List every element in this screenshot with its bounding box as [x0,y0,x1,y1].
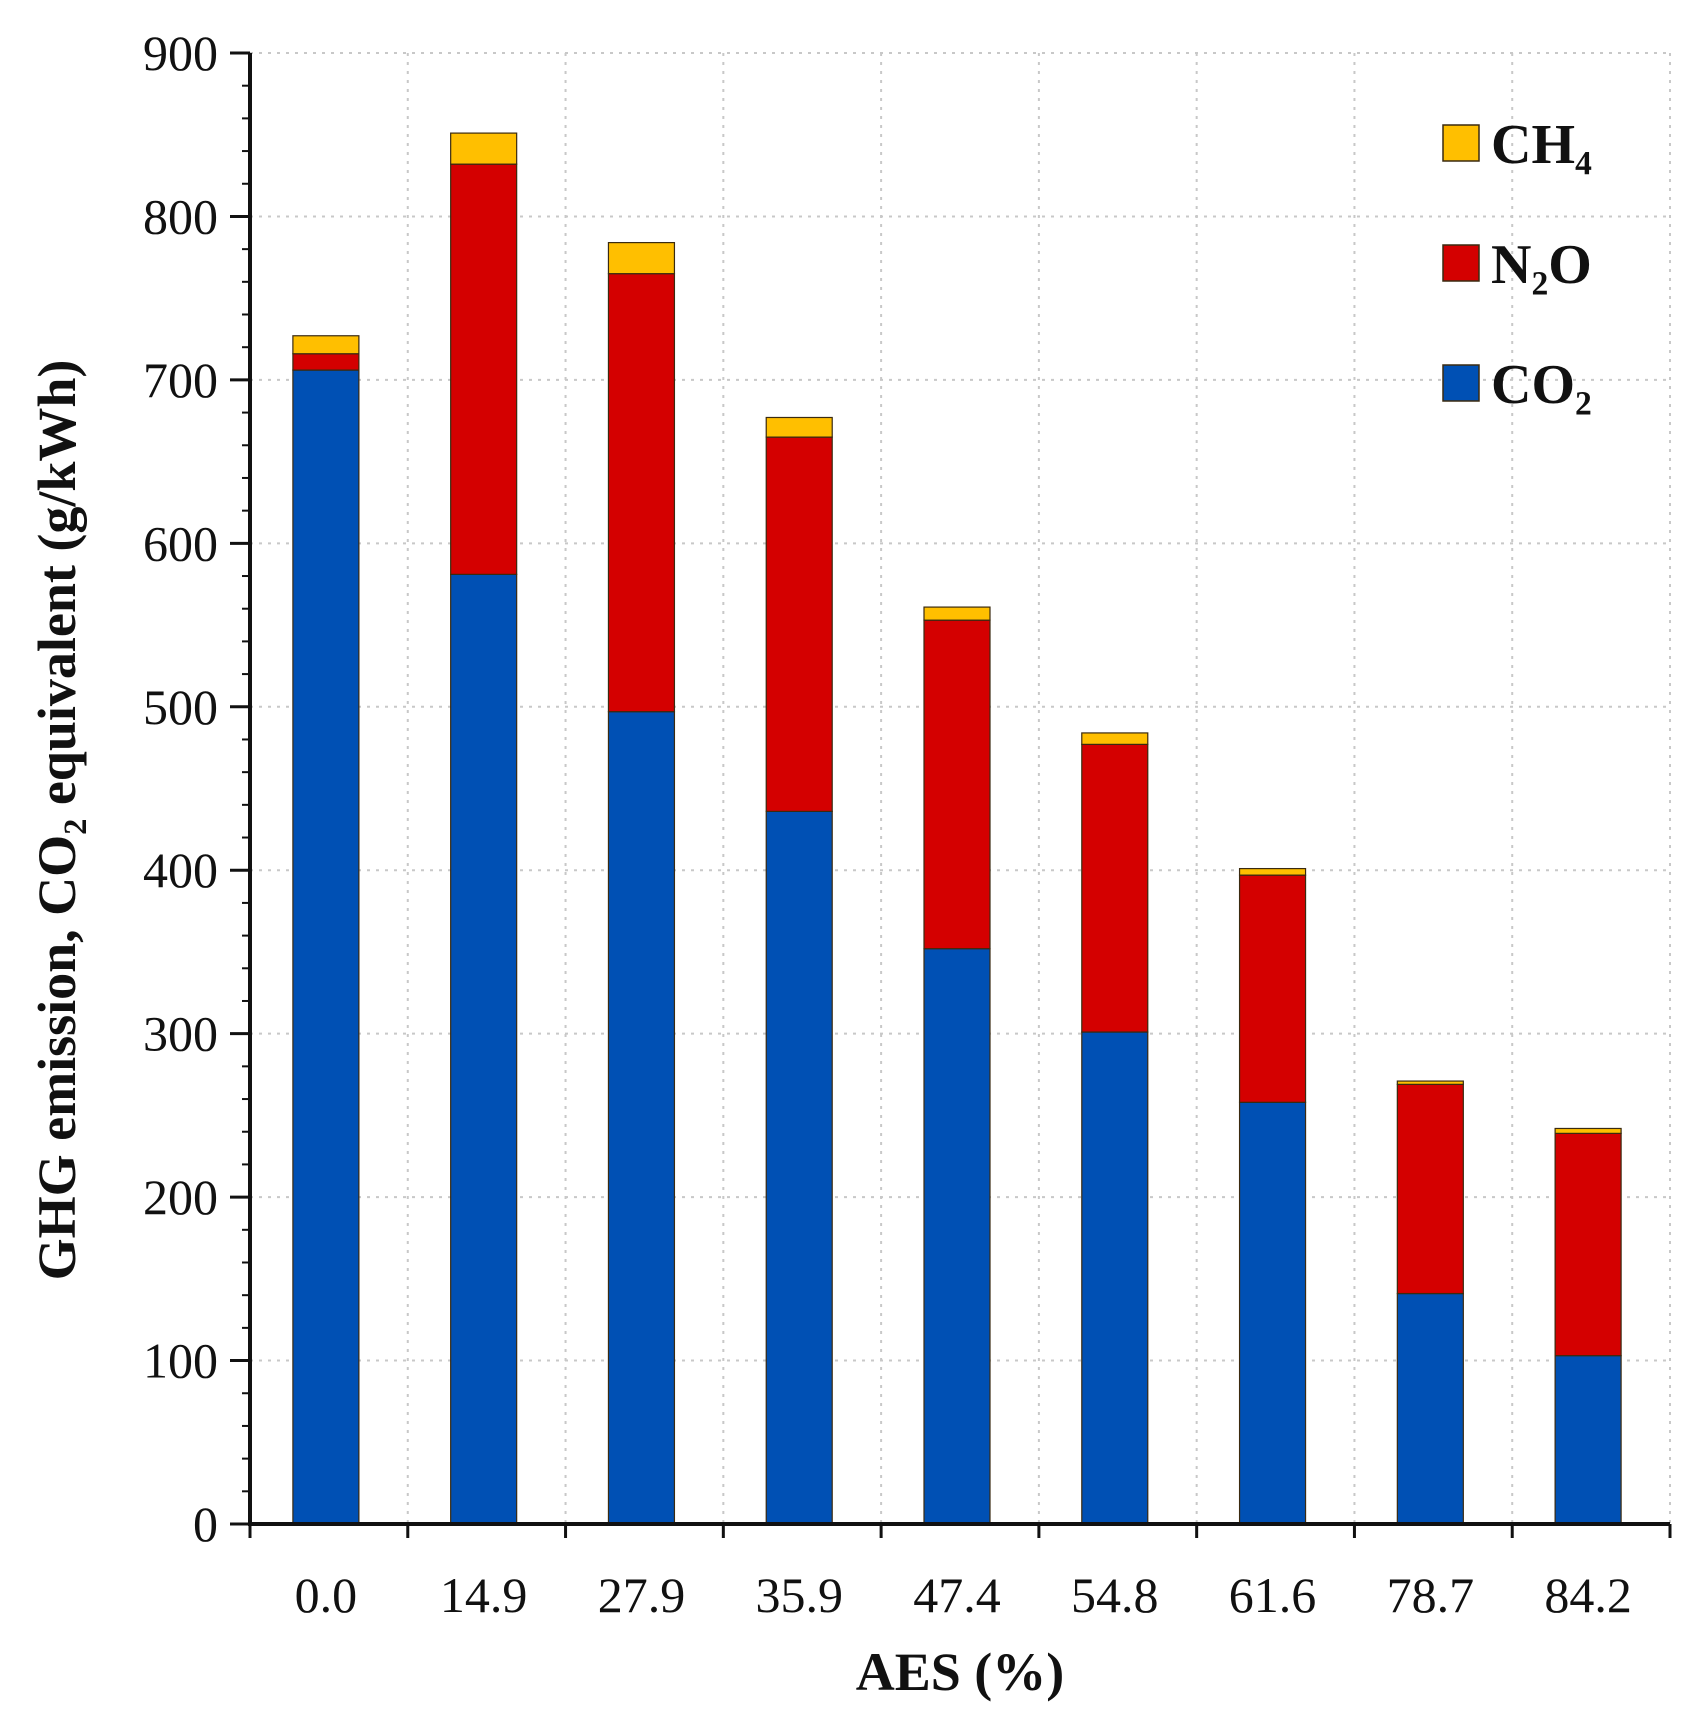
y-tick-label: 300 [143,1006,218,1062]
bar-CO₂-47.4 [923,948,991,1525]
bar-CH₄-47.4 [923,606,991,621]
legend-swatch [1442,124,1480,162]
y-tick-label: 100 [143,1333,218,1389]
x-tick-label: 78.7 [1387,1567,1475,1623]
bar-N₂O-61.6 [1238,874,1307,1103]
bar-N₂O-78.7 [1396,1083,1464,1295]
bar-N₂O-27.9 [607,273,676,713]
y-tick-label: 900 [143,25,218,81]
bar-CH₄-14.9 [450,132,518,165]
bars [292,132,1622,1525]
axes [230,51,1672,1538]
bar-N₂O-47.4 [923,619,991,950]
legend: CH₄ N₂O CO₂ [1442,114,1592,416]
y-tick-label: 600 [143,515,218,571]
bar-N₂O-84.2 [1554,1132,1622,1357]
bar-N₂O-0.0 [292,353,360,371]
legend-label: CH₄ [1491,114,1592,176]
x-tick-label: 54.8 [1071,1567,1159,1623]
y-tick-label: 700 [143,352,218,408]
bar-CO₂-27.9 [607,711,676,1525]
bar-CH₄-78.7 [1396,1080,1464,1085]
x-axis-title: AES (%) [856,1642,1065,1702]
x-tick-label: 47.4 [913,1567,1001,1623]
bar-N₂O-14.9 [450,163,518,575]
bar-N₂O-35.9 [765,436,833,812]
bar-CO₂-14.9 [450,573,518,1525]
y-tick-label: 200 [143,1169,218,1225]
x-tick-label: 35.9 [755,1567,843,1623]
y-tick-label: 0 [193,1496,218,1552]
bar-N₂O-54.8 [1081,743,1149,1033]
tick-labels: 0 100 200 300 400 500 600 700 800 900 0.0 14.9 27.9 3… [143,25,1632,1623]
y-tick-label: 500 [143,679,218,735]
x-tick-label: 84.2 [1544,1567,1632,1623]
bar-CO₂-78.7 [1396,1292,1464,1525]
bar-CH₄-61.6 [1238,867,1307,876]
x-tick-label: 61.6 [1229,1567,1317,1623]
bar-CO₂-84.2 [1554,1355,1622,1525]
bar-CO₂-61.6 [1238,1101,1307,1525]
bar-CH₄-54.8 [1081,732,1149,745]
bar-CH₄-0.0 [292,335,360,355]
x-tick-label: 0.0 [295,1567,358,1623]
legend-swatch [1442,364,1480,402]
bar-CH₄-27.9 [607,241,676,275]
legend-label: CO₂ [1491,354,1592,416]
bar-CO₂-0.0 [292,369,360,1525]
x-tick-label: 27.9 [598,1567,686,1623]
bar-CH₄-84.2 [1554,1127,1622,1134]
x-tick-label: 14.9 [440,1567,528,1623]
legend-swatch [1442,244,1480,282]
bar-CH₄-35.9 [765,416,833,438]
y-tick-label: 400 [143,842,218,898]
bar-CO₂-54.8 [1081,1031,1149,1525]
y-axis-title: GHG emission, CO₂ equivalent (g/kWh) [27,360,87,1281]
y-tick-label: 800 [143,188,218,244]
bar-CO₂-35.9 [765,810,833,1525]
legend-label: N₂O [1491,234,1592,296]
